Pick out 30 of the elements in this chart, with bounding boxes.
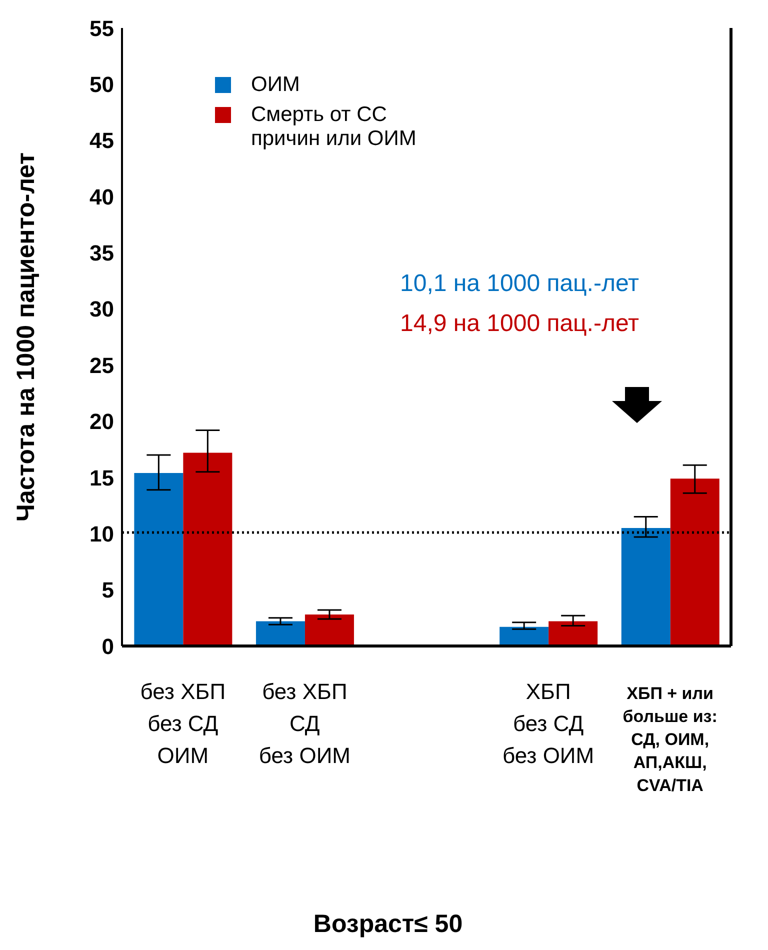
y-tick-label: 50 — [90, 72, 114, 97]
x-tick-label: без ХБП СД без ОИМ — [258, 679, 350, 768]
y-tick-label: 5 — [102, 578, 114, 603]
y-tick-label: 15 — [90, 465, 114, 490]
bar — [304, 614, 354, 646]
bar — [621, 528, 670, 646]
y-tick-label: 40 — [90, 184, 114, 210]
bar — [548, 621, 598, 646]
annotation: 10,1 на 1000 пац.-лет — [400, 270, 640, 298]
bar — [500, 626, 549, 646]
y-tick-label: 35 — [90, 240, 114, 266]
y-tick-label: 10 — [90, 521, 114, 546]
y-tick-label: 45 — [90, 128, 114, 154]
y-tick-label: 0 — [102, 634, 114, 659]
x-tick-label: без ХБП без СД ОИМ — [140, 679, 226, 768]
bar — [670, 478, 720, 646]
annotation: 14,9 на 1000 пац.-лет — [400, 310, 640, 338]
y-tick-label: 55 — [90, 16, 114, 41]
bar — [134, 472, 184, 646]
x-tick-label: ХБП без СД без ОИМ — [502, 679, 594, 768]
y-tick-label: 20 — [90, 409, 114, 434]
x-tick-label: ХБП + или больше из: СД, ОИМ, АП,АКШ, CVA/TIA — [622, 684, 718, 795]
y-tick-label: 30 — [90, 296, 114, 322]
legend-label: ОИМ — [251, 73, 300, 97]
legend-label: Смерть от СС причин или ОИМ — [251, 103, 418, 151]
text: Возраст≤ 50 — [312, 910, 464, 939]
bar — [183, 452, 232, 646]
y-tick-label: 25 — [90, 352, 114, 378]
y-axis-title: Частота на 1000 пациенто-лет — [12, 152, 40, 522]
bar — [256, 621, 305, 646]
